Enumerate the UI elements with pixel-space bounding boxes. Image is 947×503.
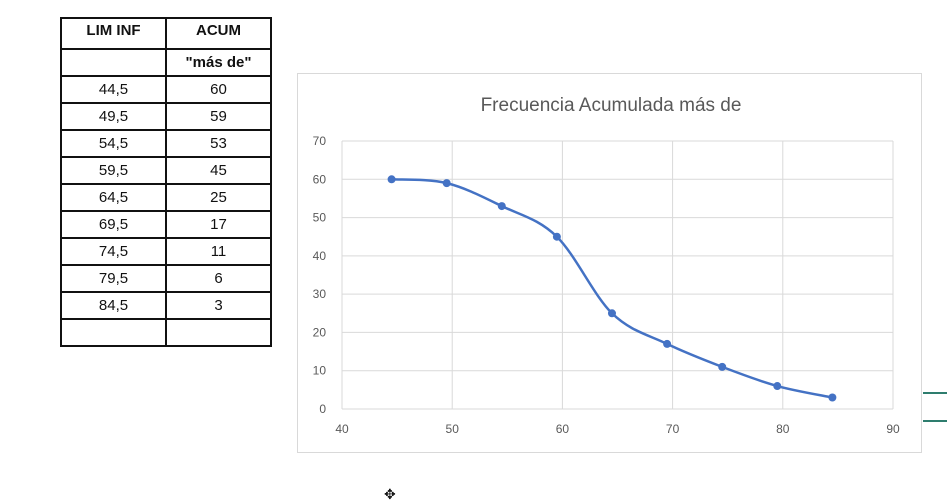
cell-lim-inf: 64,5 xyxy=(60,183,167,212)
table-row: 44,5 60 xyxy=(60,75,272,104)
subheader-lim-inf xyxy=(60,48,167,77)
move-cursor-icon: ✥ xyxy=(384,486,396,502)
chart-panel[interactable]: Frecuencia Acumulada más de 0 10 20 30 40 50 6… xyxy=(297,73,922,453)
cell-lim-inf: 84,5 xyxy=(60,291,167,320)
data-point xyxy=(663,339,672,348)
cumulative-frequency-table: LIM INF ACUM "más de" 44,5 60 49,5 59 54,5… xyxy=(60,17,272,347)
y-tick-label: 60 xyxy=(313,172,327,186)
table-row: 54,5 53 xyxy=(60,129,272,158)
table-row: 79,5 6 xyxy=(60,264,272,293)
subheader-acum: "más de" xyxy=(165,48,272,77)
table-row: 59,5 45 xyxy=(60,156,272,185)
header-acum: ACUM xyxy=(165,17,272,50)
table-header-row: LIM INF ACUM xyxy=(60,17,272,50)
axis-ticks: 0 10 20 30 40 50 60 70 40 50 60 70 80 90 xyxy=(313,134,900,436)
y-tick-label: 50 xyxy=(313,211,327,225)
table-row xyxy=(60,318,272,347)
series-line xyxy=(391,178,833,399)
x-tick-label: 40 xyxy=(335,422,349,436)
x-tick-label: 70 xyxy=(666,422,680,436)
edge-line-bottom xyxy=(923,420,947,422)
data-point xyxy=(607,309,616,318)
y-tick-label: 40 xyxy=(313,249,327,263)
y-tick-label: 30 xyxy=(313,287,327,301)
y-tick-label: 20 xyxy=(313,325,327,339)
x-tick-label: 90 xyxy=(886,422,900,436)
cell-lim-inf: 59,5 xyxy=(60,156,167,185)
cell-lim-inf: 49,5 xyxy=(60,102,167,131)
cell-acum: 3 xyxy=(165,291,272,320)
cell-lim-inf: 44,5 xyxy=(60,75,167,104)
cell-acum: 45 xyxy=(165,156,272,185)
cell-lim-inf: 54,5 xyxy=(60,129,167,158)
cell-lim-inf xyxy=(60,318,167,347)
table-row: 74,5 11 xyxy=(60,237,272,266)
cell-lim-inf: 74,5 xyxy=(60,237,167,266)
cell-acum: 17 xyxy=(165,210,272,239)
table-row: 64,5 25 xyxy=(60,183,272,212)
line-chart: Frecuencia Acumulada más de 0 10 20 30 40 50 6… xyxy=(313,95,900,436)
cell-acum: 25 xyxy=(165,183,272,212)
grid-lines xyxy=(341,140,894,410)
cell-acum: 53 xyxy=(165,129,272,158)
table-row: 84,5 3 xyxy=(60,291,272,320)
chart-title: Frecuencia Acumulada más de xyxy=(481,95,742,116)
cell-acum: 11 xyxy=(165,237,272,266)
table-row: 49,5 59 xyxy=(60,102,272,131)
y-tick-label: 70 xyxy=(313,134,327,148)
cell-acum: 59 xyxy=(165,102,272,131)
data-point xyxy=(387,175,396,184)
y-tick-label: 10 xyxy=(313,364,327,378)
cell-acum: 6 xyxy=(165,264,272,293)
data-point xyxy=(497,202,506,211)
cell-lim-inf: 69,5 xyxy=(60,210,167,239)
x-tick-label: 50 xyxy=(446,422,460,436)
data-point xyxy=(442,179,451,188)
cell-lim-inf: 79,5 xyxy=(60,264,167,293)
data-point xyxy=(552,232,561,241)
data-point xyxy=(828,393,837,402)
table-subheader-row: "más de" xyxy=(60,48,272,77)
cell-acum xyxy=(165,318,272,347)
y-tick-label: 0 xyxy=(319,402,326,416)
data-point xyxy=(773,382,782,391)
cell-acum: 60 xyxy=(165,75,272,104)
header-lim-inf: LIM INF xyxy=(60,17,167,50)
series-layer xyxy=(387,175,837,402)
edge-line-top xyxy=(923,392,947,394)
data-point xyxy=(718,362,727,371)
x-tick-label: 60 xyxy=(556,422,570,436)
table-row: 69,5 17 xyxy=(60,210,272,239)
x-tick-label: 80 xyxy=(776,422,790,436)
